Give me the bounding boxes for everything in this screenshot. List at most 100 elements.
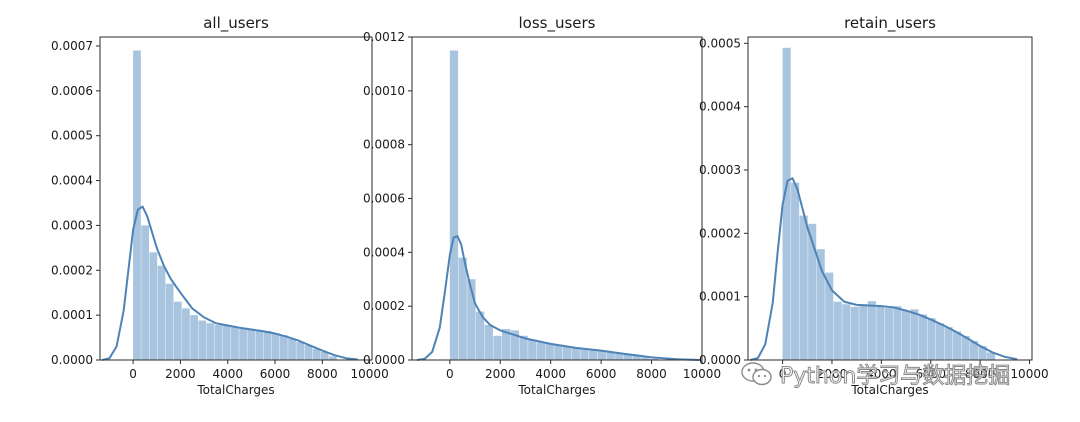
y-tick-label: 0.0001 bbox=[51, 308, 93, 322]
histogram-bar bbox=[606, 351, 615, 360]
histogram-bar bbox=[173, 301, 182, 360]
x-tick-label: 4000 bbox=[535, 367, 566, 381]
y-tick-label: 0.0003 bbox=[699, 163, 741, 177]
y-tick-label: 0.0002 bbox=[699, 226, 741, 240]
histogram-bar bbox=[304, 345, 313, 360]
histogram-bar bbox=[901, 310, 910, 360]
y-tick-label: 0.0008 bbox=[363, 138, 405, 152]
y-tick-label: 0.0012 bbox=[363, 30, 405, 44]
histogram-bar bbox=[328, 356, 337, 360]
y-tick-label: 0.0000 bbox=[51, 353, 93, 367]
y-tick-label: 0.0001 bbox=[699, 290, 741, 304]
y-tick-label: 0.0004 bbox=[363, 245, 405, 259]
x-tick-label: 10000 bbox=[683, 367, 721, 381]
histogram-bar bbox=[842, 304, 851, 360]
subplot-loss-users: 0 2000 4000 6000 8000 10000 0.0000 0.0002 0.0004… bbox=[363, 14, 721, 397]
histogram-bar bbox=[231, 326, 239, 360]
histogram-bar bbox=[214, 325, 223, 360]
y-tick-label: 0.0006 bbox=[363, 192, 405, 206]
x-tick-label: 10000 bbox=[351, 367, 389, 381]
histogram-bar bbox=[927, 318, 936, 360]
histogram-bar bbox=[978, 346, 987, 360]
x-tick-label: 8000 bbox=[636, 367, 667, 381]
histogram-bar bbox=[893, 306, 902, 360]
histogram-bar bbox=[484, 325, 493, 360]
y-tick-label: 0.0010 bbox=[363, 84, 405, 98]
histogram-bar bbox=[312, 348, 321, 360]
histogram-bar bbox=[198, 320, 207, 360]
histogram-bar bbox=[952, 331, 962, 360]
histogram-bar bbox=[190, 315, 198, 360]
histogram-bar bbox=[859, 304, 868, 360]
y-tick-label: 0.0006 bbox=[51, 84, 93, 98]
y-tick-label: 0.0002 bbox=[363, 299, 405, 313]
histogram-bar bbox=[149, 252, 158, 360]
x-tick-label: 2000 bbox=[165, 367, 196, 381]
histogram-bar bbox=[279, 335, 288, 360]
histogram-bar bbox=[458, 257, 467, 360]
x-tick-label: 8000 bbox=[307, 367, 338, 381]
histogram-bar bbox=[876, 305, 885, 360]
histogram-bar bbox=[944, 327, 953, 360]
histogram-bar bbox=[970, 341, 979, 360]
histogram-bar bbox=[571, 347, 580, 360]
subplot-retain-users: 0 2000 4000 6000 8000 10000 0.0000 0.0001 0.0002… bbox=[699, 14, 1049, 397]
axes-frame bbox=[747, 36, 1033, 361]
x-axis-label: TotalCharges bbox=[196, 383, 274, 397]
y-tick-label: 0.0004 bbox=[699, 100, 741, 114]
histogram-bar bbox=[271, 333, 280, 360]
histogram-bar bbox=[206, 323, 215, 360]
histogram-bar bbox=[510, 330, 520, 360]
histogram-bar bbox=[562, 346, 572, 360]
histogram-bar bbox=[910, 309, 919, 360]
histogram-bar bbox=[597, 350, 607, 360]
histogram-bar bbox=[850, 306, 859, 360]
axes-frame bbox=[99, 36, 373, 361]
histogram-bar bbox=[833, 301, 842, 360]
histogram-bar bbox=[641, 357, 650, 360]
x-tick-label: 2000 bbox=[485, 367, 516, 381]
x-tick-label: 0 bbox=[446, 367, 454, 381]
y-tick-label: 0.0000 bbox=[363, 353, 405, 367]
histogram-bar bbox=[918, 314, 928, 360]
x-tick-label: 8000 bbox=[965, 367, 996, 381]
y-tick-label: 0.0002 bbox=[51, 263, 93, 277]
histogram-bar bbox=[825, 272, 834, 360]
kde-line bbox=[102, 205, 358, 361]
histogram-bar bbox=[615, 353, 624, 360]
histogram-bar bbox=[239, 328, 247, 360]
histogram-bar bbox=[288, 338, 296, 360]
x-axis-label: TotalCharges bbox=[517, 383, 595, 397]
x-tick-label: 6000 bbox=[586, 367, 617, 381]
histogram-bar bbox=[528, 339, 537, 360]
chart-title: retain_users bbox=[844, 14, 936, 33]
y-tick-label: 0.0007 bbox=[51, 39, 93, 53]
histogram-bar bbox=[449, 50, 459, 361]
histogram-bar bbox=[649, 358, 659, 360]
histogram-bar bbox=[791, 182, 800, 360]
histogram-bar bbox=[536, 342, 546, 360]
x-axis-label: TotalCharges bbox=[850, 383, 928, 397]
histogram-bar bbox=[623, 354, 633, 360]
histogram-bar bbox=[589, 349, 598, 360]
histogram-bar bbox=[493, 335, 502, 360]
histogram-bar bbox=[255, 329, 264, 360]
histogram-bar bbox=[554, 345, 563, 360]
histogram-bar bbox=[222, 325, 231, 360]
subplot-all-users: 0 2000 4000 6000 8000 10000 0.0000 0.0001 0.0002… bbox=[51, 14, 389, 397]
kde-line bbox=[750, 177, 1018, 361]
x-tick-label: 0 bbox=[129, 367, 137, 381]
x-tick-label: 2000 bbox=[817, 367, 848, 381]
histogram-bar bbox=[467, 279, 476, 360]
histogram-bar bbox=[816, 249, 825, 360]
x-tick-label: 6000 bbox=[260, 367, 291, 381]
histogram-bar bbox=[296, 342, 305, 360]
histogram-bar bbox=[799, 215, 808, 360]
chart-title: all_users bbox=[203, 14, 269, 33]
histogram-bar bbox=[519, 335, 528, 360]
histogram-bar bbox=[884, 308, 893, 360]
histogram-bar bbox=[133, 50, 141, 361]
x-tick-label: 4000 bbox=[212, 367, 243, 381]
histogram-bar bbox=[580, 349, 589, 360]
y-tick-label: 0.0000 bbox=[699, 353, 741, 367]
